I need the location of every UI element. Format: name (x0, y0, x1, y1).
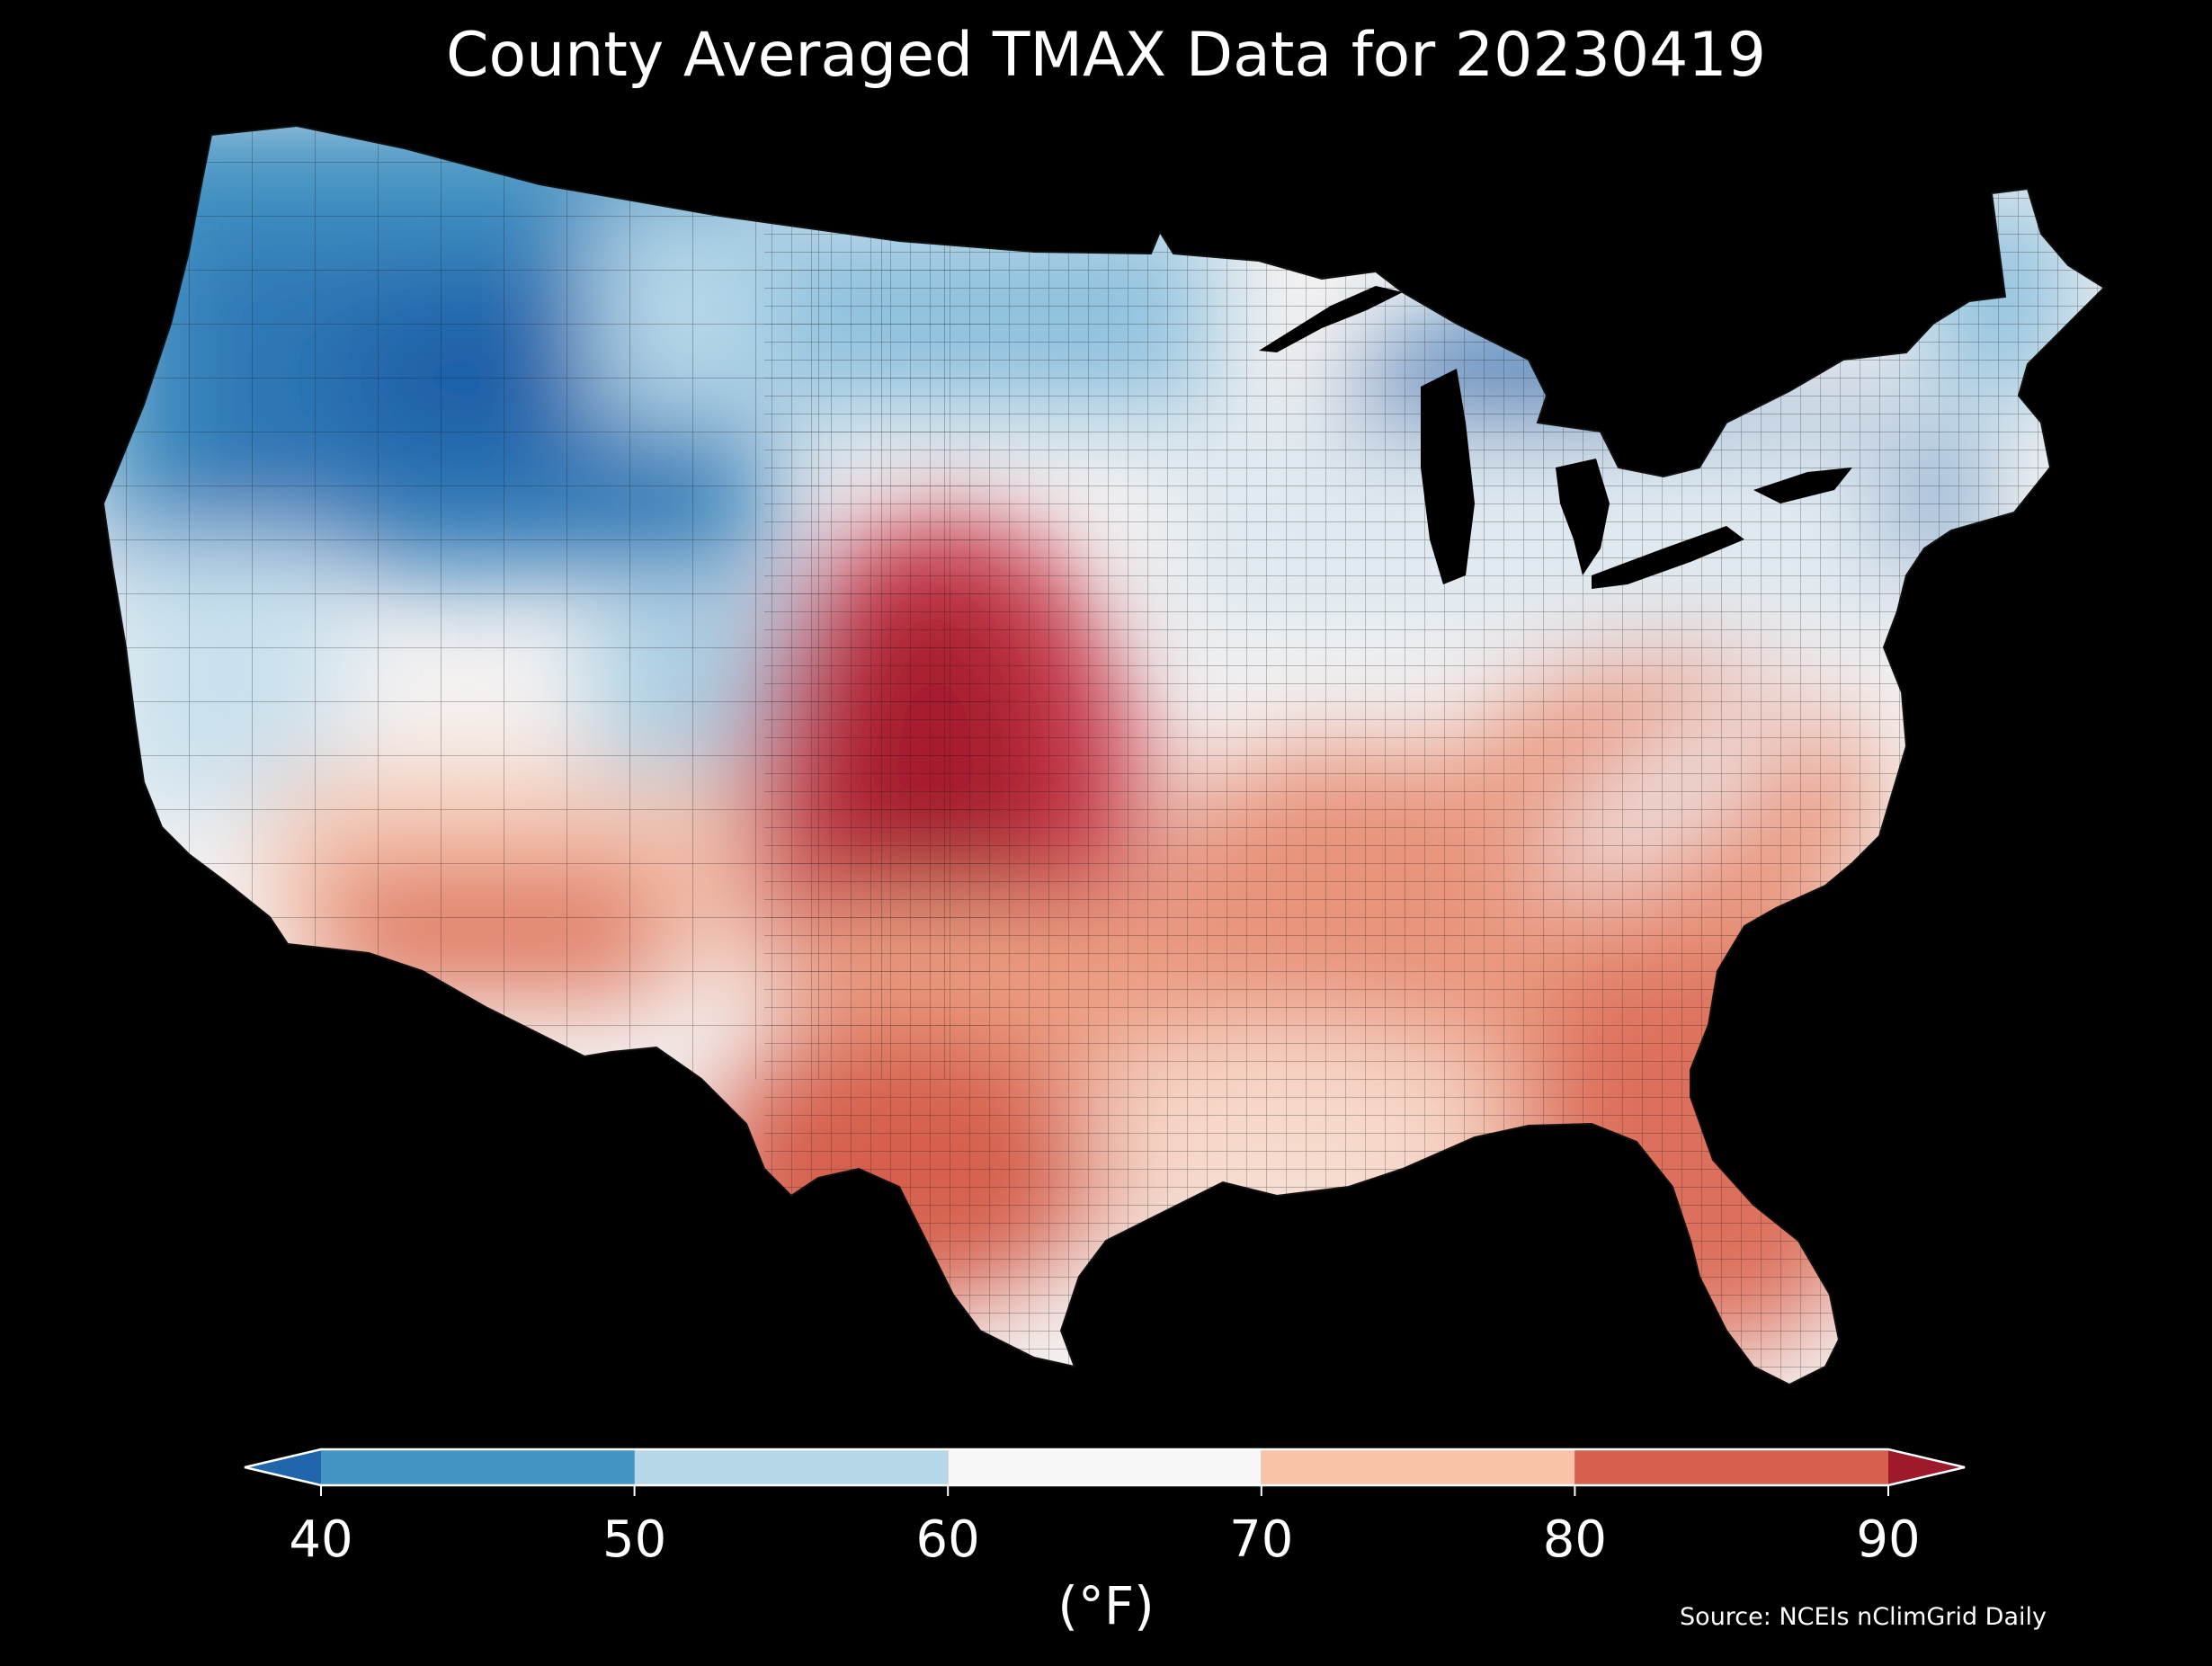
colorbar-tick-label: 90 (1856, 1510, 1921, 1569)
colorbar-bin (634, 1449, 949, 1485)
colorbar-tick-label: 60 (915, 1510, 980, 1569)
colorbar-tick-label: 50 (602, 1510, 667, 1569)
colorbar-extend-low (245, 1449, 321, 1485)
us-outline (102, 124, 2106, 1386)
colorbar-tick-label: 80 (1542, 1510, 1608, 1569)
colorbar-tick-label: 70 (1229, 1510, 1294, 1569)
colorbar-bin (948, 1449, 1262, 1485)
colorbar-unit-label: (°F) (1057, 1575, 1155, 1636)
colorbar-tick-label: 40 (289, 1510, 353, 1569)
colorbar-bin (321, 1449, 635, 1485)
colorbar-bin (1261, 1449, 1575, 1485)
map-title: County Averaged TMAX Data for 20230419 (446, 20, 1766, 91)
great-lakes (1259, 286, 1852, 589)
colorbar-extend-high (1888, 1449, 1965, 1485)
source-credit: Source: NCEIs nClimGrid Daily (1680, 1603, 2047, 1631)
colorbar-bin (1574, 1449, 1888, 1485)
